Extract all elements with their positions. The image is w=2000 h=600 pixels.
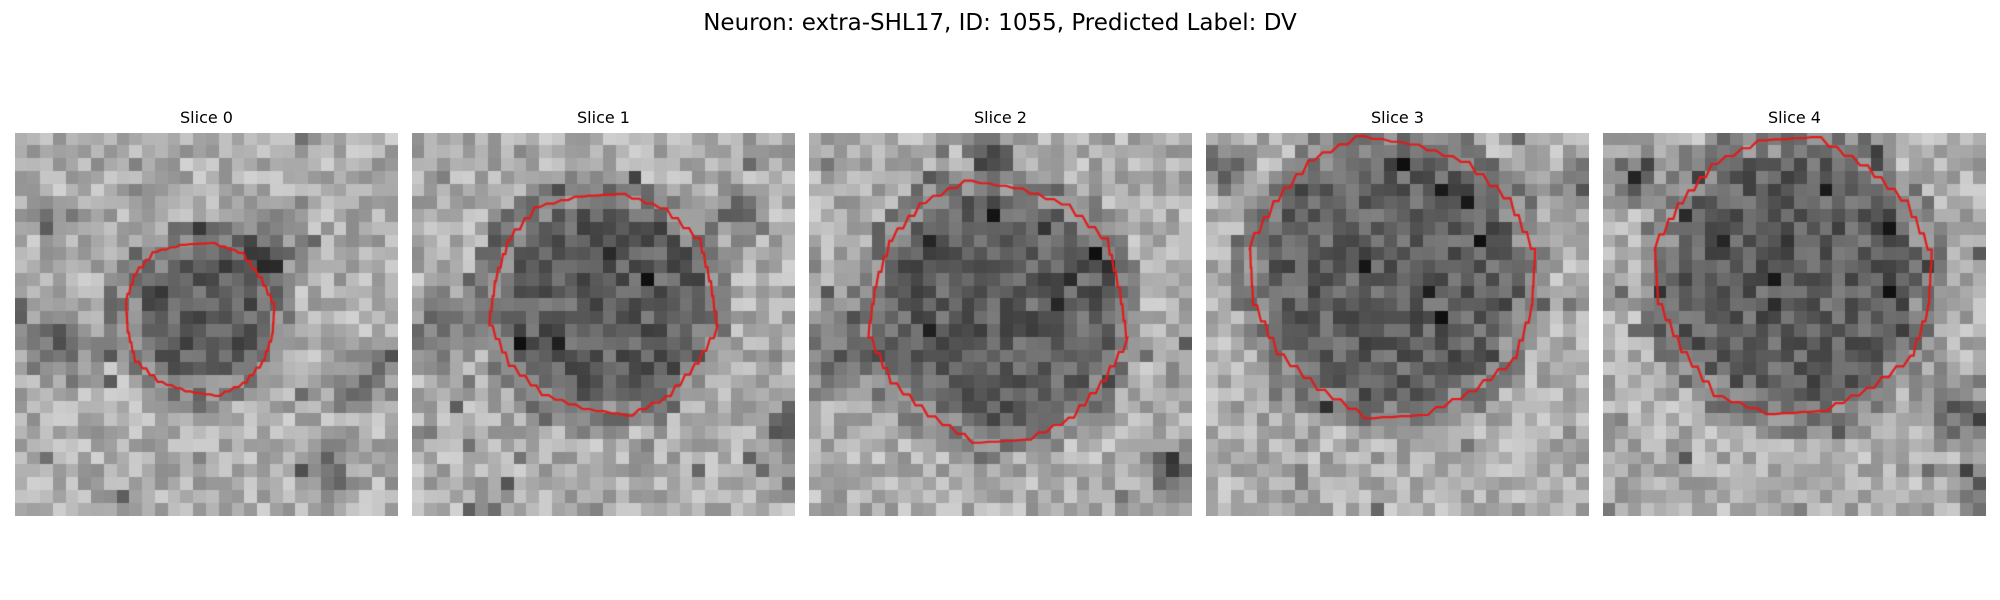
slice-image-0 bbox=[15, 133, 398, 516]
slice-panel-1: Slice 1 bbox=[412, 108, 795, 516]
slice-image-1 bbox=[412, 133, 795, 516]
slice-title-0: Slice 0 bbox=[180, 108, 233, 127]
slice-panel-0: Slice 0 bbox=[15, 108, 398, 516]
slice-title-1: Slice 1 bbox=[577, 108, 630, 127]
slice-image-2 bbox=[809, 133, 1192, 516]
slice-title-2: Slice 2 bbox=[974, 108, 1027, 127]
slice-title-3: Slice 3 bbox=[1371, 108, 1424, 127]
slice-panel-3: Slice 3 bbox=[1206, 108, 1589, 516]
slice-image-4 bbox=[1603, 133, 1986, 516]
slice-title-4: Slice 4 bbox=[1768, 108, 1821, 127]
slice-panel-2: Slice 2 bbox=[809, 108, 1192, 516]
slice-panel-4: Slice 4 bbox=[1603, 108, 1986, 516]
figure-title: Neuron: extra-SHL17, ID: 1055, Predicted… bbox=[703, 10, 1297, 36]
slice-image-3 bbox=[1206, 133, 1589, 516]
